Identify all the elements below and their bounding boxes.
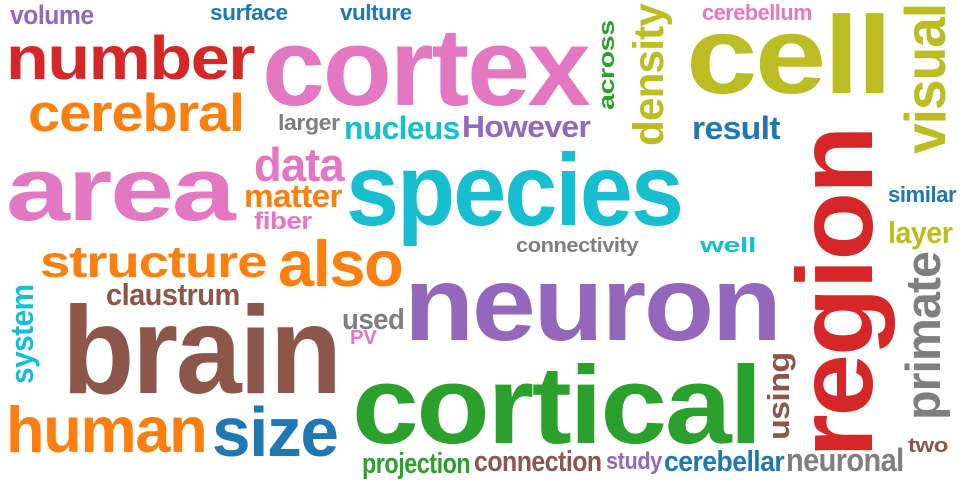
- word-pv: PV: [350, 327, 377, 349]
- word-surface: surface: [210, 0, 288, 25]
- word-claustrum: claustrum: [106, 278, 240, 312]
- word-cortex: cortex: [262, 6, 591, 129]
- word-number: number: [6, 24, 255, 92]
- word-nucleus: nucleus: [344, 109, 460, 146]
- word-neuronal: neuronal: [786, 441, 904, 478]
- word-cerebellar: cerebellar: [664, 446, 785, 478]
- word-visual: visual: [894, 3, 958, 155]
- word-using: using: [762, 352, 796, 440]
- word-neuron: neuron: [404, 245, 782, 363]
- word-human: human: [6, 393, 208, 466]
- word-larger: larger: [278, 110, 340, 135]
- word-structure: structure: [40, 236, 268, 287]
- word-area: area: [6, 140, 236, 240]
- word-cerebellum: cerebellum: [702, 0, 812, 25]
- word-across: across: [594, 20, 619, 111]
- word-size: size: [212, 393, 339, 471]
- word-projection: projection: [362, 448, 471, 480]
- word-matter: matter: [244, 177, 342, 214]
- word-also: also: [278, 227, 404, 300]
- word-cerebral: cerebral: [28, 84, 245, 143]
- word-however: However: [462, 110, 591, 144]
- word-well: well: [700, 235, 756, 257]
- word-connectivity: connectivity: [516, 235, 639, 257]
- word-result: result: [692, 109, 781, 146]
- word-density: density: [625, 4, 673, 147]
- word-primate: primate: [897, 252, 951, 420]
- word-brain: brain: [62, 281, 342, 420]
- word-cortical: cortical: [352, 344, 763, 467]
- word-volume: volume: [10, 0, 94, 30]
- word-used: used: [342, 304, 405, 336]
- word-data: data: [254, 139, 345, 191]
- word-two: two: [908, 435, 948, 457]
- word-species: species: [346, 133, 684, 247]
- word-similar: similar: [888, 182, 957, 207]
- word-study: study: [606, 448, 662, 475]
- word-vulture: vulture: [340, 0, 412, 25]
- word-connection: connection: [474, 446, 602, 478]
- word-region: region: [774, 127, 895, 459]
- word-cell: cell: [686, 0, 892, 117]
- word-fiber: fiber: [254, 208, 312, 235]
- word-system: system: [3, 284, 40, 384]
- word-layer: layer: [888, 216, 953, 250]
